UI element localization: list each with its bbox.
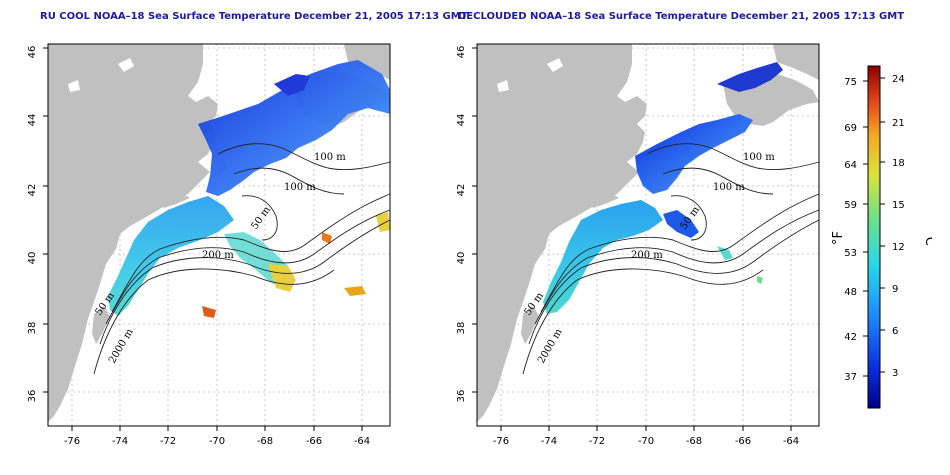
svg-text:-72: -72	[160, 436, 176, 447]
svg-text:-70: -70	[209, 436, 225, 447]
svg-text:-76: -76	[493, 436, 509, 447]
left-lon-labels: -76 -74 -72 -70 -68 -66 -64	[64, 436, 370, 447]
svg-text:59: 59	[844, 200, 857, 211]
svg-text:64: 64	[844, 160, 857, 171]
right-contour-label-200m: 200 m	[631, 250, 663, 261]
right-contours	[522, 143, 820, 375]
svg-text:12: 12	[892, 242, 905, 253]
right-lon-labels: -76 -74 -72 -70 -68 -66 -64	[493, 436, 799, 447]
left-contour-label-100m-b: 100 m	[284, 182, 316, 193]
svg-text:-66: -66	[306, 436, 322, 447]
svg-text:42: 42	[844, 332, 857, 343]
right-contour-label-100m-a: 100 m	[743, 152, 775, 163]
svg-text:69: 69	[844, 123, 857, 134]
colorbar-fahrenheit-unit: °F	[832, 231, 846, 245]
svg-text:38: 38	[27, 322, 38, 335]
svg-text:-68: -68	[686, 436, 702, 447]
svg-text:40: 40	[27, 252, 38, 265]
right-contour-label-100m-b: 100 m	[713, 182, 745, 193]
colorbar-celsius-ticks: 24 21 18 15 12 9 6 3	[892, 74, 905, 379]
svg-text:-70: -70	[638, 436, 654, 447]
svg-text:-72: -72	[589, 436, 605, 447]
svg-text:48: 48	[844, 287, 857, 298]
svg-text:-76: -76	[64, 436, 80, 447]
svg-text:38: 38	[456, 322, 467, 335]
svg-text:-64: -64	[354, 436, 370, 447]
svg-text:-74: -74	[541, 436, 557, 447]
svg-text:36: 36	[27, 390, 38, 403]
svg-text:9: 9	[892, 284, 898, 295]
left-sst-data	[108, 60, 390, 318]
svg-text:18: 18	[892, 158, 905, 169]
right-map: 100 m 100 m 50 m 200 m 50 m 2000 m 46 44…	[456, 43, 820, 447]
svg-text:46: 46	[456, 46, 467, 59]
svg-text:-74: -74	[112, 436, 128, 447]
left-contours	[93, 143, 391, 375]
svg-text:21: 21	[892, 118, 905, 129]
colorbar-gradient	[867, 65, 881, 409]
svg-text:-66: -66	[735, 436, 751, 447]
svg-text:75: 75	[844, 77, 857, 88]
right-sst-data	[543, 62, 783, 314]
svg-text:-68: -68	[257, 436, 273, 447]
right-lat-labels: 46 44 42 40 38 36	[456, 46, 467, 403]
svg-text:6: 6	[892, 326, 898, 337]
svg-text:46: 46	[27, 46, 38, 59]
left-contour-label-200m: 200 m	[202, 250, 234, 261]
svg-text:3: 3	[892, 368, 898, 379]
svg-text:44: 44	[456, 114, 467, 127]
colorbar: 75 69 64 59 53 48 42 37 24 21 18 15 12 9…	[832, 65, 932, 409]
svg-text:40: 40	[456, 252, 467, 265]
svg-text:37: 37	[844, 372, 857, 383]
svg-text:24: 24	[892, 74, 905, 85]
svg-text:-64: -64	[783, 436, 799, 447]
colorbar-celsius-unit: °C	[922, 230, 932, 246]
svg-text:42: 42	[27, 184, 38, 197]
svg-text:36: 36	[456, 390, 467, 403]
svg-text:15: 15	[892, 200, 905, 211]
svg-text:53: 53	[844, 248, 857, 259]
left-contour-label-100m-a: 100 m	[314, 152, 346, 163]
svg-text:44: 44	[27, 114, 38, 127]
colorbar-fahrenheit-ticks: 75 69 64 59 53 48 42 37	[844, 77, 857, 383]
svg-text:42: 42	[456, 184, 467, 197]
left-map: 100 m 100 m 50 m 200 m 50 m 2000 m 46 44…	[27, 43, 391, 447]
right-map-title: DECLOUDED NOAA–18 Sea Surface Temperatur…	[458, 11, 905, 22]
left-map-title: RU COOL NOAA–18 Sea Surface Temperature …	[40, 11, 468, 22]
left-lat-labels: 46 44 42 40 38 36	[27, 46, 38, 403]
